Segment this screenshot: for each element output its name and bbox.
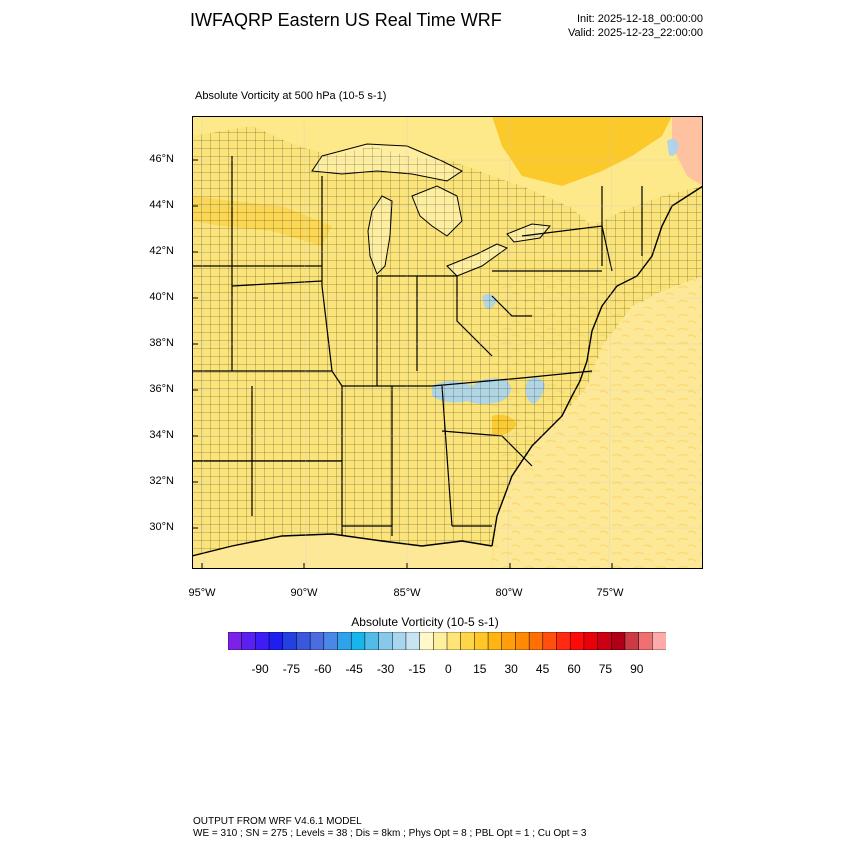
colorbar <box>228 632 666 650</box>
colorbar-swatch <box>624 632 640 650</box>
lon-label: 90°W <box>290 587 318 599</box>
colorbar-tick-label: -45 <box>345 662 363 676</box>
lon-label: 95°W <box>188 587 216 599</box>
colorbar-tick-label: 0 <box>445 662 452 676</box>
page-title: IWFAQRP Eastern US Real Time WRF <box>190 10 502 30</box>
colorbar-swatch <box>268 632 284 650</box>
colorbar-swatch <box>528 632 544 650</box>
colorbar-swatch <box>611 632 626 650</box>
negative-vorticity-patch <box>667 138 679 156</box>
gulf-of-mexico <box>192 534 492 569</box>
init-time: Init: 2025-12-18_00:00:00 <box>577 13 703 25</box>
model-config: WE = 310 ; SN = 275 ; Levels = 38 ; Dis … <box>193 828 587 839</box>
high-vorticity-maine <box>672 116 703 186</box>
lat-label: 46°N <box>149 153 174 165</box>
colorbar-swatch <box>282 632 297 650</box>
lat-label: 42°N <box>149 245 174 257</box>
colorbar-swatch <box>433 632 448 650</box>
coastline <box>192 185 703 557</box>
axis-ticks <box>192 159 613 569</box>
colorbar-tick-label: 45 <box>535 662 550 676</box>
colorbar-swatch <box>350 632 366 650</box>
colorbar-swatch <box>556 632 571 650</box>
model-info: OUTPUT FROM WRF V4.6.1 MODEL <box>193 816 362 827</box>
colorbar-swatch <box>323 632 339 650</box>
colorbar-tick-label: -60 <box>314 662 332 676</box>
colorbar-swatch <box>542 632 558 650</box>
colorbar-swatch <box>364 632 380 650</box>
colorbar-tick-label: 60 <box>567 662 581 676</box>
lat-label: 44°N <box>149 199 174 211</box>
colorbar-swatch <box>638 632 653 650</box>
colorbar-tick-label: 90 <box>630 662 644 676</box>
field-title: Absolute Vorticity at 500 hPa (10-5 s-1) <box>195 90 387 102</box>
colorbar-title: Absolute Vorticity (10-5 s-1) <box>351 615 499 629</box>
colorbar-tick-label: -30 <box>376 662 395 676</box>
colorbar-swatch <box>652 632 666 650</box>
county-boundaries <box>192 126 703 556</box>
lat-label: 34°N <box>149 429 174 441</box>
colorbar-swatch <box>487 632 503 650</box>
lon-label: 85°W <box>393 587 421 599</box>
colorbar-swatch <box>296 632 311 650</box>
lon-label: 75°W <box>596 587 624 599</box>
colorbar-swatch <box>446 632 462 650</box>
colorbar-swatch <box>569 632 585 650</box>
colorbar-swatch <box>405 632 421 650</box>
colorbar-tick-label: 75 <box>598 662 613 676</box>
colorbar-swatch <box>419 632 434 650</box>
strong-vorticity-quebec <box>492 116 672 186</box>
colorbar-tick-label: 15 <box>473 662 487 676</box>
colorbar-swatch <box>378 632 393 650</box>
colorbar-tick-label: 30 <box>504 662 518 676</box>
lon-label: 80°W <box>495 587 523 599</box>
lat-label: 40°N <box>149 291 174 303</box>
colorbar-tick-label: -15 <box>408 662 426 676</box>
colorbar-swatch <box>515 632 530 650</box>
colorbar-swatch <box>474 632 489 650</box>
lat-label: 32°N <box>149 475 174 487</box>
vorticity-map <box>192 116 703 569</box>
state-boundaries <box>192 156 643 536</box>
colorbar-swatch <box>501 632 516 650</box>
colorbar-swatch <box>392 632 407 650</box>
colorbar-swatch <box>597 632 612 650</box>
lat-label: 30°N <box>149 521 174 533</box>
colorbar-swatch <box>241 632 256 650</box>
valid-time: Valid: 2025-12-23_22:00:00 <box>568 27 703 39</box>
colorbar-swatch <box>337 632 352 650</box>
graticule <box>192 116 703 569</box>
colorbar-swatch <box>309 632 325 650</box>
colorbar-swatch <box>583 632 599 650</box>
map-border <box>192 116 703 569</box>
colorbar-swatch <box>460 632 475 650</box>
lat-label: 36°N <box>149 383 174 395</box>
colorbar-tick-label: -90 <box>251 662 269 676</box>
lat-label: 38°N <box>149 337 174 349</box>
colorbar-swatch <box>255 632 270 650</box>
colorbar-swatch <box>228 632 243 650</box>
colorbar-tick-label: -75 <box>282 662 301 676</box>
